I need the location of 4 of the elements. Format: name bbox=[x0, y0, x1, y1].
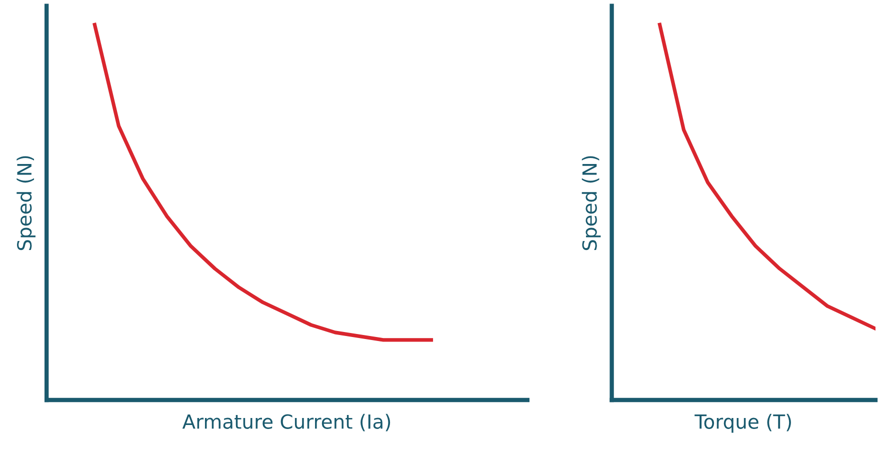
x-axis-title: Armature Current (Ia) bbox=[182, 414, 390, 432]
x-axis-title: Torque (T) bbox=[694, 414, 791, 433]
y-axis-title: Speed (N) bbox=[582, 156, 601, 250]
y-axis-title: Speed (N) bbox=[16, 156, 36, 250]
